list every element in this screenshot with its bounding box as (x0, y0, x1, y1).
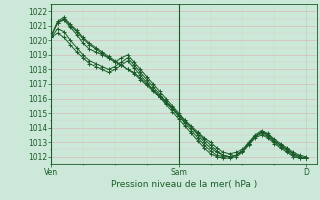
X-axis label: Pression niveau de la mer( hPa ): Pression niveau de la mer( hPa ) (111, 180, 257, 189)
